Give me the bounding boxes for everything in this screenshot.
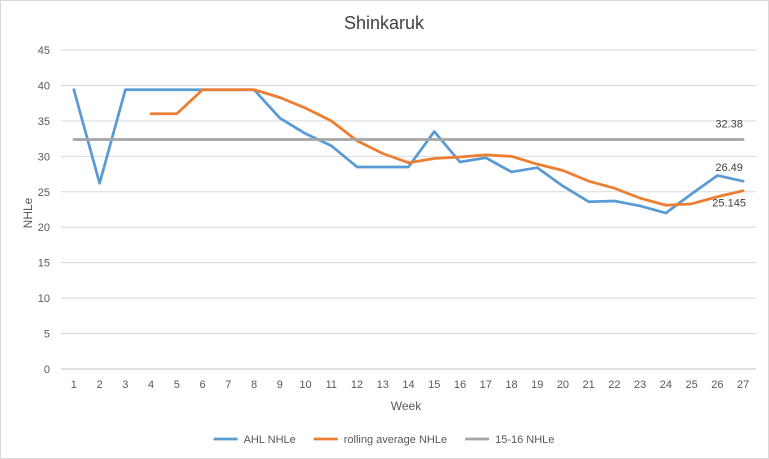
data-label: 32.38 (715, 118, 743, 130)
legend-label: AHL NHLe (244, 434, 296, 446)
series-lines (72, 88, 745, 215)
series-line (149, 88, 745, 207)
legend-item: rolling average NHLe (313, 434, 447, 446)
x-tick-label: 15 (428, 379, 440, 391)
y-tick-label: 15 (38, 258, 50, 270)
x-tick-label: 18 (505, 379, 517, 391)
x-tick-label: 24 (660, 379, 672, 391)
y-tick-label: 10 (38, 293, 50, 305)
x-tick-label: 20 (557, 379, 569, 391)
y-tick-label: 40 (38, 80, 50, 92)
x-tick-label: 7 (225, 379, 231, 391)
x-tick-label: 4 (148, 379, 154, 391)
x-tick-label: 19 (531, 379, 543, 391)
series-line (72, 88, 745, 215)
legend-item: 15-16 NHLe (465, 434, 554, 446)
y-tick-label: 0 (44, 364, 50, 376)
x-tick-label: 25 (686, 379, 698, 391)
y-tick-label: 25 (38, 187, 50, 199)
y-axis: 0 5 10 15 20 25 30 35 40 45 (38, 45, 50, 376)
x-tick-label: 12 (351, 379, 363, 391)
x-tick-label: 2 (97, 379, 103, 391)
data-labels: 32.38 26.49 25.145 (712, 118, 746, 209)
x-tick-label: 9 (277, 379, 283, 391)
y-tick-label: 20 (38, 222, 50, 234)
x-tick-label: 10 (299, 379, 311, 391)
x-tick-label: 1 (71, 379, 77, 391)
x-tick-label: 22 (608, 379, 620, 391)
y-axis-title: NHLe (21, 197, 35, 228)
series-1 (72, 88, 745, 215)
data-label: 26.49 (715, 162, 743, 174)
y-tick-label: 45 (38, 45, 50, 57)
x-tick-label: 27 (737, 379, 749, 391)
series-2 (149, 88, 745, 207)
x-tick-label: 21 (583, 379, 595, 391)
y-tick-label: 5 (44, 329, 50, 341)
x-tick-label: 17 (480, 379, 492, 391)
chart-title: Shinkaruk (344, 13, 425, 33)
x-tick-label: 11 (326, 379, 337, 391)
x-tick-label: 8 (251, 379, 257, 391)
y-tick-label: 35 (38, 116, 50, 128)
legend-label: rolling average NHLe (344, 434, 447, 446)
x-axis: 1 2 3 4 5 6 7 8 9 10 11 12 13 14 15 16 17 18 19 20 21 22 23 24 2… (71, 379, 749, 391)
x-axis-title: Week (391, 399, 422, 413)
legend-item: AHL NHLe (213, 434, 296, 446)
x-tick-label: 13 (377, 379, 389, 391)
x-tick-label: 23 (634, 379, 646, 391)
legend-label: 15-16 NHLe (495, 434, 554, 446)
data-label: 25.145 (712, 198, 746, 210)
x-tick-label: 6 (200, 379, 206, 391)
x-tick-label: 3 (122, 379, 128, 391)
gridlines (61, 49, 756, 370)
x-tick-label: 26 (711, 379, 723, 391)
y-tick-label: 30 (38, 151, 50, 163)
x-tick-label: 16 (454, 379, 466, 391)
x-tick-label: 14 (402, 379, 414, 391)
x-tick-label: 5 (174, 379, 180, 391)
legend: AHL NHLe rolling average NHLe 15-16 NHLe (213, 434, 554, 446)
